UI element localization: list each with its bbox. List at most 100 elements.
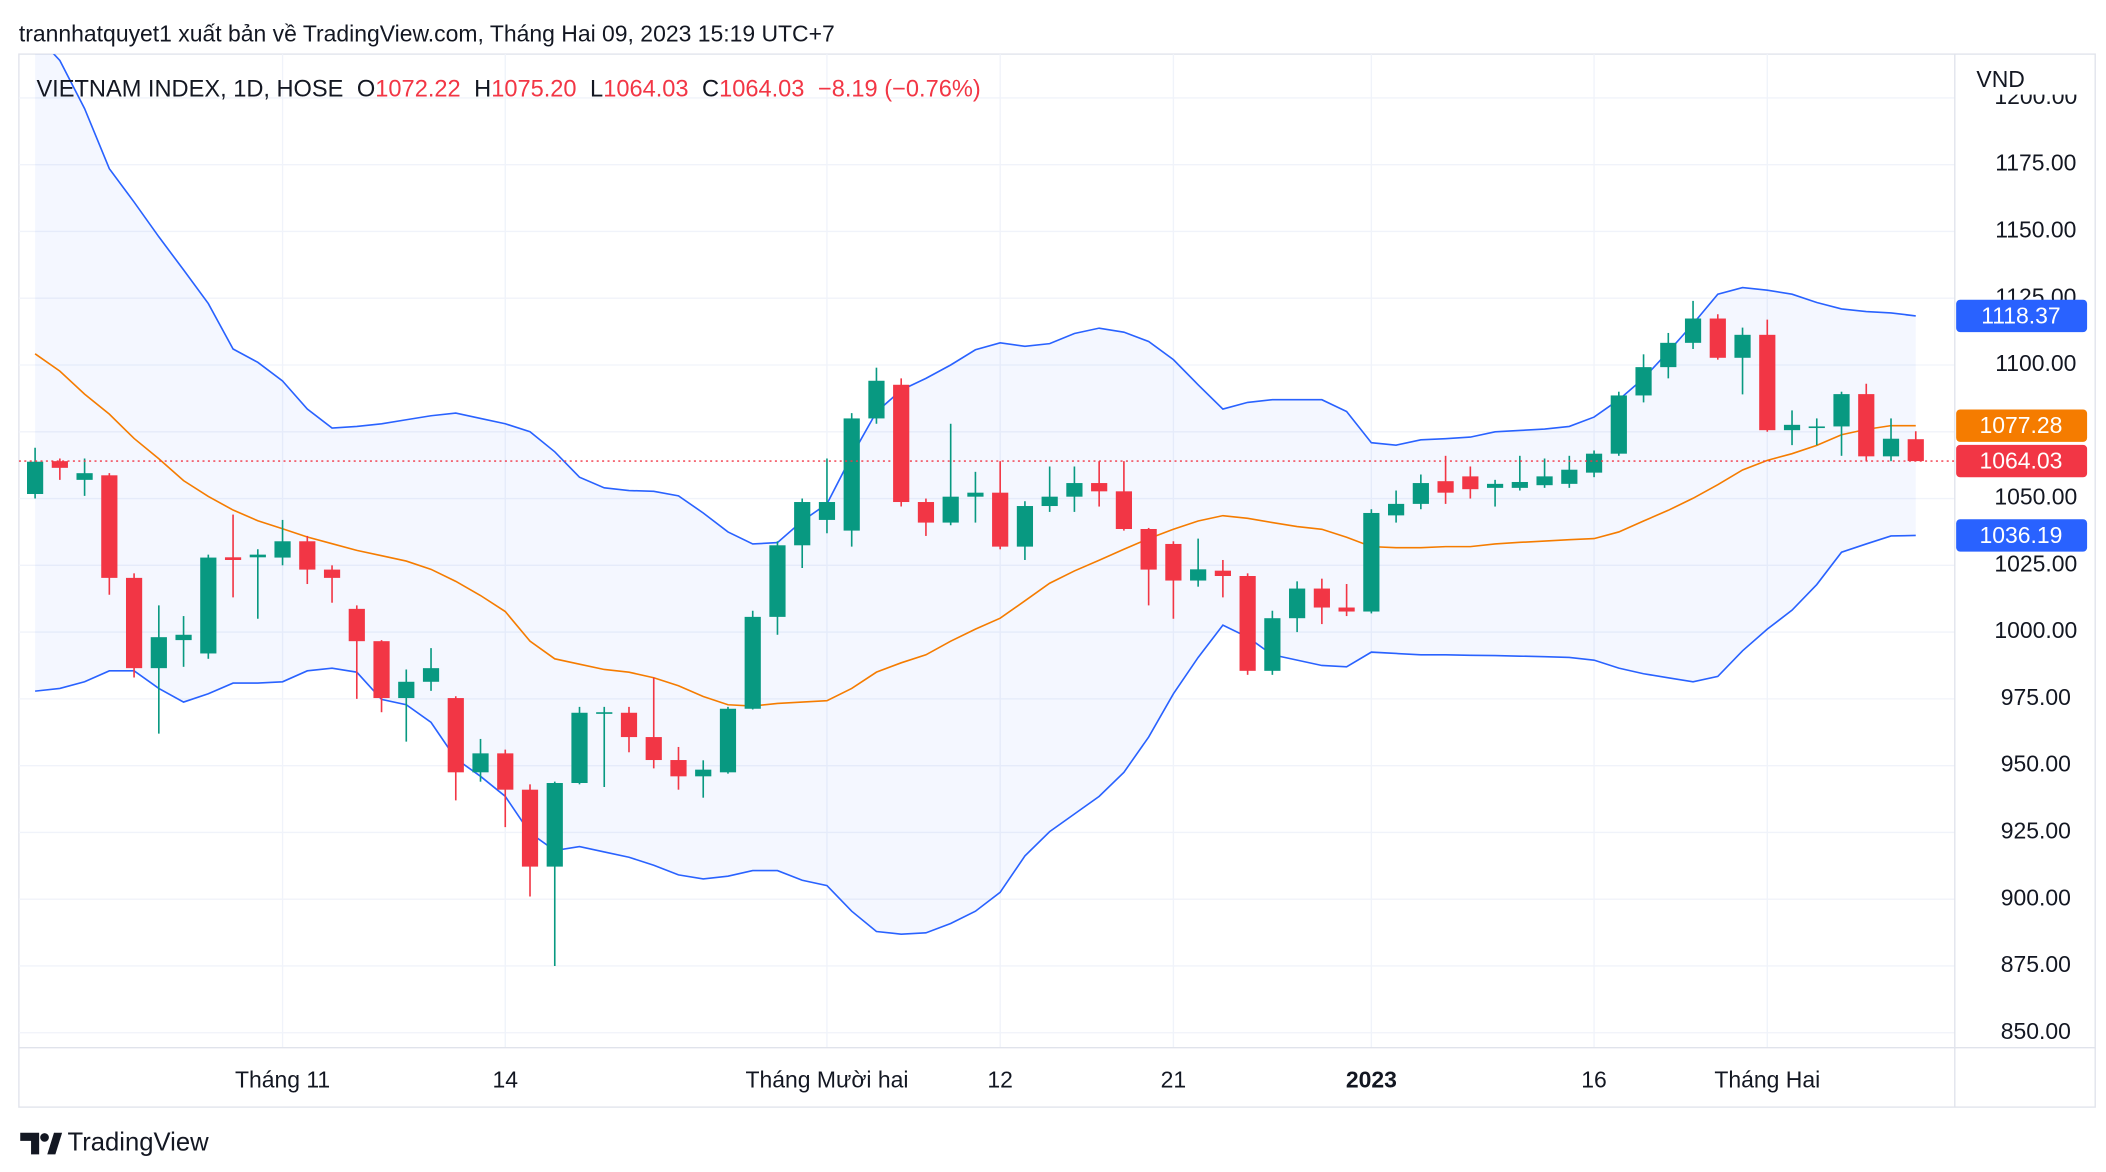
candle-body <box>1734 334 1751 358</box>
candle-body <box>1016 506 1034 547</box>
candle-body <box>670 760 687 777</box>
candle-body <box>348 608 365 642</box>
candle-body <box>51 461 68 468</box>
y-tick-label: 1100.00 <box>1995 350 2076 376</box>
candle-body <box>1313 588 1330 608</box>
candle-body <box>794 502 811 546</box>
candle-body <box>27 461 44 495</box>
x-tick-label: 2023 <box>1346 1067 1397 1093</box>
candle-body <box>1610 395 1627 454</box>
candle-body <box>1388 503 1405 516</box>
price-tag-label: 1036.19 <box>1979 522 2062 548</box>
price-tag <box>1956 409 2088 442</box>
candle-body <box>917 502 935 523</box>
candle-body <box>1783 424 1801 431</box>
candle-body <box>1363 512 1380 612</box>
candle-body <box>398 681 415 699</box>
candle-body <box>942 496 959 523</box>
candle-body <box>1140 528 1157 570</box>
candle-body <box>1165 543 1182 581</box>
candle-body <box>1660 342 1677 368</box>
candle-body <box>224 557 242 560</box>
candle-body <box>843 418 860 531</box>
candle-body <box>1536 476 1553 486</box>
candle-body <box>447 698 464 773</box>
candle-body <box>521 789 539 867</box>
candle-body <box>1561 469 1578 484</box>
candle-body <box>1808 426 1825 429</box>
candle-body <box>967 492 984 497</box>
footer-brand: TradingView <box>68 1128 210 1156</box>
candle-body <box>1214 570 1231 577</box>
candle-body <box>125 577 143 669</box>
candle-body <box>868 380 885 419</box>
candle-body <box>818 502 836 520</box>
candle-body <box>719 708 737 773</box>
x-tick-label: 14 <box>493 1067 519 1093</box>
candle-body <box>1190 569 1207 581</box>
candle-body <box>1882 438 1900 457</box>
candle-body <box>1264 618 1281 671</box>
change: −8.19 (−0.76%) <box>818 77 981 103</box>
candle-body <box>497 753 514 790</box>
currency-bg <box>1957 59 2093 95</box>
band-line <box>52 54 1916 545</box>
candle-body <box>323 569 341 578</box>
candle-body <box>1115 491 1133 529</box>
candle-body <box>274 541 291 558</box>
plot-area <box>18 54 1955 966</box>
band-line <box>34 353 1916 707</box>
candle-body <box>1759 334 1776 431</box>
band-line <box>35 534 1916 935</box>
candle-body <box>1412 483 1429 504</box>
y-tick-label: 1150.00 <box>1995 217 2076 243</box>
ohlc-value: 1064.03 <box>719 77 804 103</box>
candle-body <box>1338 607 1355 612</box>
x-tick-label: Tháng 11 <box>235 1067 330 1093</box>
candle-body <box>1437 481 1454 493</box>
x-tick-label: 21 <box>1161 1067 1187 1093</box>
candle-body <box>150 637 167 669</box>
candle-body <box>1585 453 1603 473</box>
y-tick-label: 1000.00 <box>1994 617 2077 643</box>
y-tick-label: 975.00 <box>2001 684 2071 710</box>
candle-body <box>1289 588 1306 619</box>
x-tick-label: Tháng Hai <box>1714 1067 1820 1093</box>
publisher-header: trannhatquyet1 xuất bản về TradingView.c… <box>19 20 835 46</box>
x-tick-label: 16 <box>1581 1067 1607 1093</box>
ohlc-key: C <box>702 77 719 103</box>
candle-body <box>1091 483 1108 492</box>
candle-body <box>422 668 440 682</box>
candle-body <box>175 634 192 641</box>
candle-body <box>769 545 786 617</box>
price-tag <box>1956 299 2088 333</box>
candle-body <box>620 712 638 738</box>
candle-body <box>373 641 390 699</box>
candle-body <box>1041 496 1058 507</box>
candle-body <box>200 557 217 654</box>
candle-body <box>299 541 316 570</box>
price-tag-label: 1118.37 <box>1981 302 2061 328</box>
ohlc-key: O <box>357 77 375 103</box>
candle-body <box>1907 439 1924 462</box>
candle-body <box>1833 394 1850 427</box>
ohlc-value: 1075.20 <box>491 77 576 103</box>
chart-frame <box>18 53 2096 1108</box>
currency-label: VND <box>1976 66 2024 92</box>
price-tag <box>1956 444 2088 478</box>
candle-body <box>546 783 563 867</box>
axes: 850.00 875.00 900.00 925.00 950.00 975.00 1000… <box>235 83 2088 1093</box>
price-tag-label: 1064.03 <box>1979 447 2062 473</box>
candle-body <box>1462 476 1479 490</box>
symbol: VIETNAM INDEX, 1D, HOSE <box>36 77 343 103</box>
candle-body <box>1066 483 1083 497</box>
y-tick-label: 875.00 <box>2001 951 2071 977</box>
legend: VIETNAM INDEX, 1D, HOSE O1072.22 H1075.20 L… <box>36 77 980 103</box>
price-tag-label: 1077.28 <box>1979 412 2062 438</box>
y-tick-label: 925.00 <box>2001 817 2071 843</box>
y-tick-label: 950.00 <box>2001 751 2071 777</box>
candle-body <box>645 737 662 761</box>
